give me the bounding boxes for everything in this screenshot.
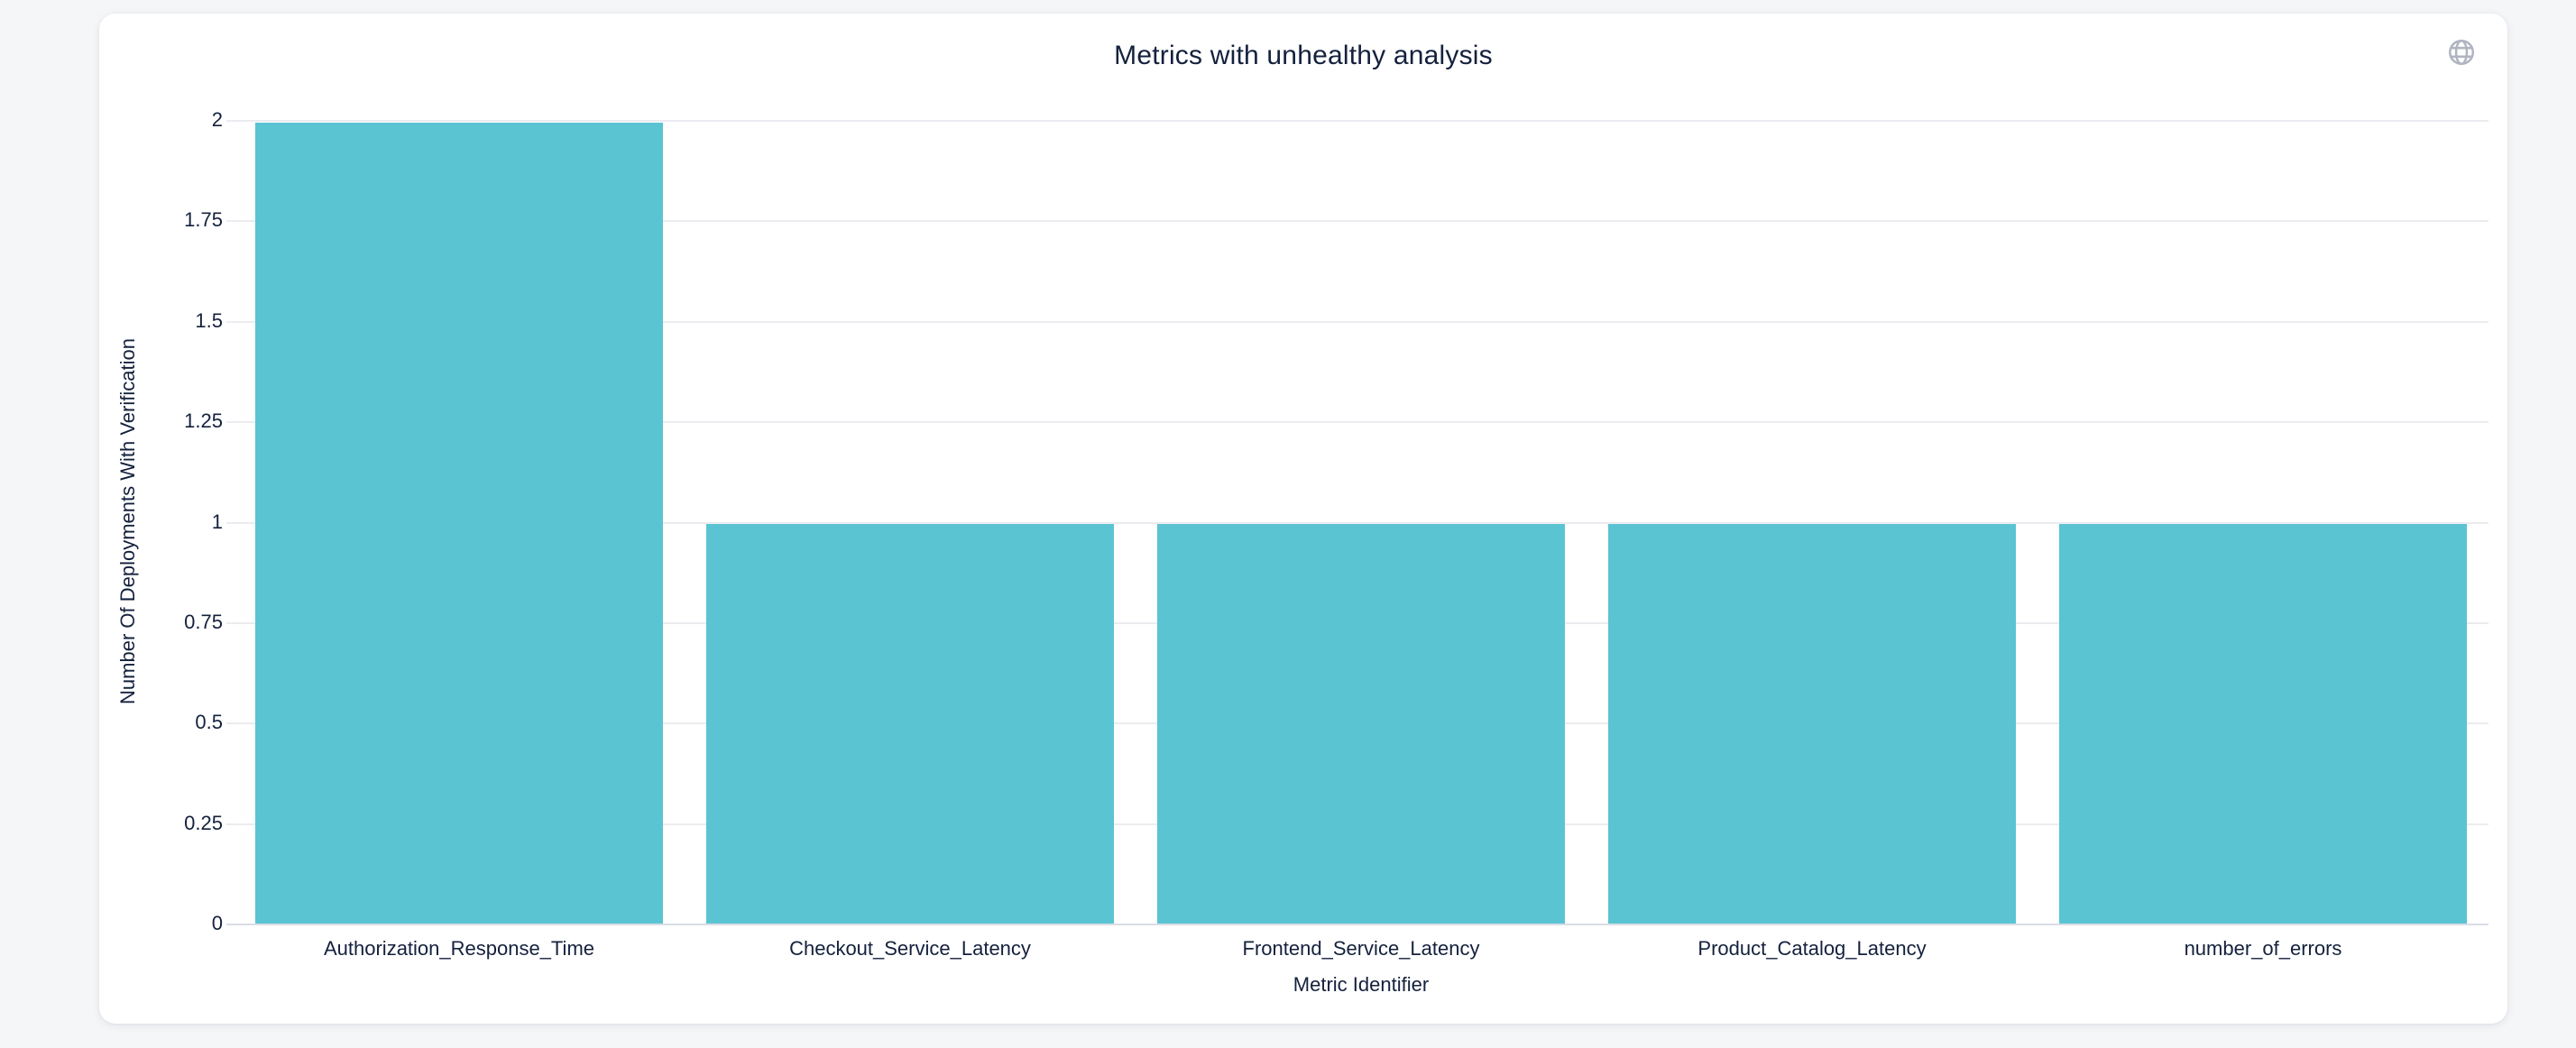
bar-Product_Catalog_Latency[interactable] bbox=[1608, 524, 2016, 924]
y-tick-label: 1.75 bbox=[184, 208, 223, 231]
y-tick-label: 1 bbox=[211, 510, 223, 533]
plot-area bbox=[226, 120, 2489, 925]
bar-Checkout_Service_Latency[interactable] bbox=[706, 524, 1114, 924]
gridline bbox=[226, 321, 2489, 323]
x-axis-line bbox=[226, 924, 2489, 925]
gridline bbox=[226, 421, 2489, 423]
y-axis-labels: 0 0.25 0.5 0.75 1 1.25 1.5 1.75 2 bbox=[99, 108, 223, 934]
bar-number_of_errors[interactable] bbox=[2059, 524, 2467, 924]
x-category-label: Frontend_Service_Latency bbox=[1242, 937, 1480, 960]
y-tick-label: 1.5 bbox=[195, 309, 223, 332]
y-tick-label: 0.25 bbox=[184, 812, 223, 834]
y-tick-label: 0 bbox=[211, 912, 223, 934]
globe-icon-svg bbox=[2448, 39, 2475, 66]
chart-title: Metrics with unhealthy analysis bbox=[1114, 41, 1493, 70]
y-tick-label: 1.25 bbox=[184, 409, 223, 432]
x-axis-labels: Authorization_Response_Time Checkout_Serv… bbox=[234, 937, 2489, 964]
bar-Authorization_Response_Time[interactable] bbox=[255, 123, 663, 924]
globe-icon[interactable] bbox=[2446, 37, 2477, 68]
x-category-label: Authorization_Response_Time bbox=[323, 937, 595, 960]
y-tick-label: 0.75 bbox=[184, 611, 223, 633]
x-category-label: Checkout_Service_Latency bbox=[789, 937, 1031, 960]
chart-card: Metrics with unhealthy analysis Number O… bbox=[99, 14, 2507, 1024]
y-tick-label: 2 bbox=[211, 108, 223, 131]
bar-Frontend_Service_Latency[interactable] bbox=[1157, 524, 1565, 924]
x-category-label: Product_Catalog_Latency bbox=[1697, 937, 1927, 960]
gridline bbox=[226, 220, 2489, 222]
gridline bbox=[226, 522, 2489, 524]
x-axis-title: Metric Identifier bbox=[1293, 973, 1430, 996]
y-tick-label: 0.5 bbox=[195, 711, 223, 733]
x-category-label: number_of_errors bbox=[2184, 937, 2342, 960]
gridline bbox=[226, 120, 2489, 122]
